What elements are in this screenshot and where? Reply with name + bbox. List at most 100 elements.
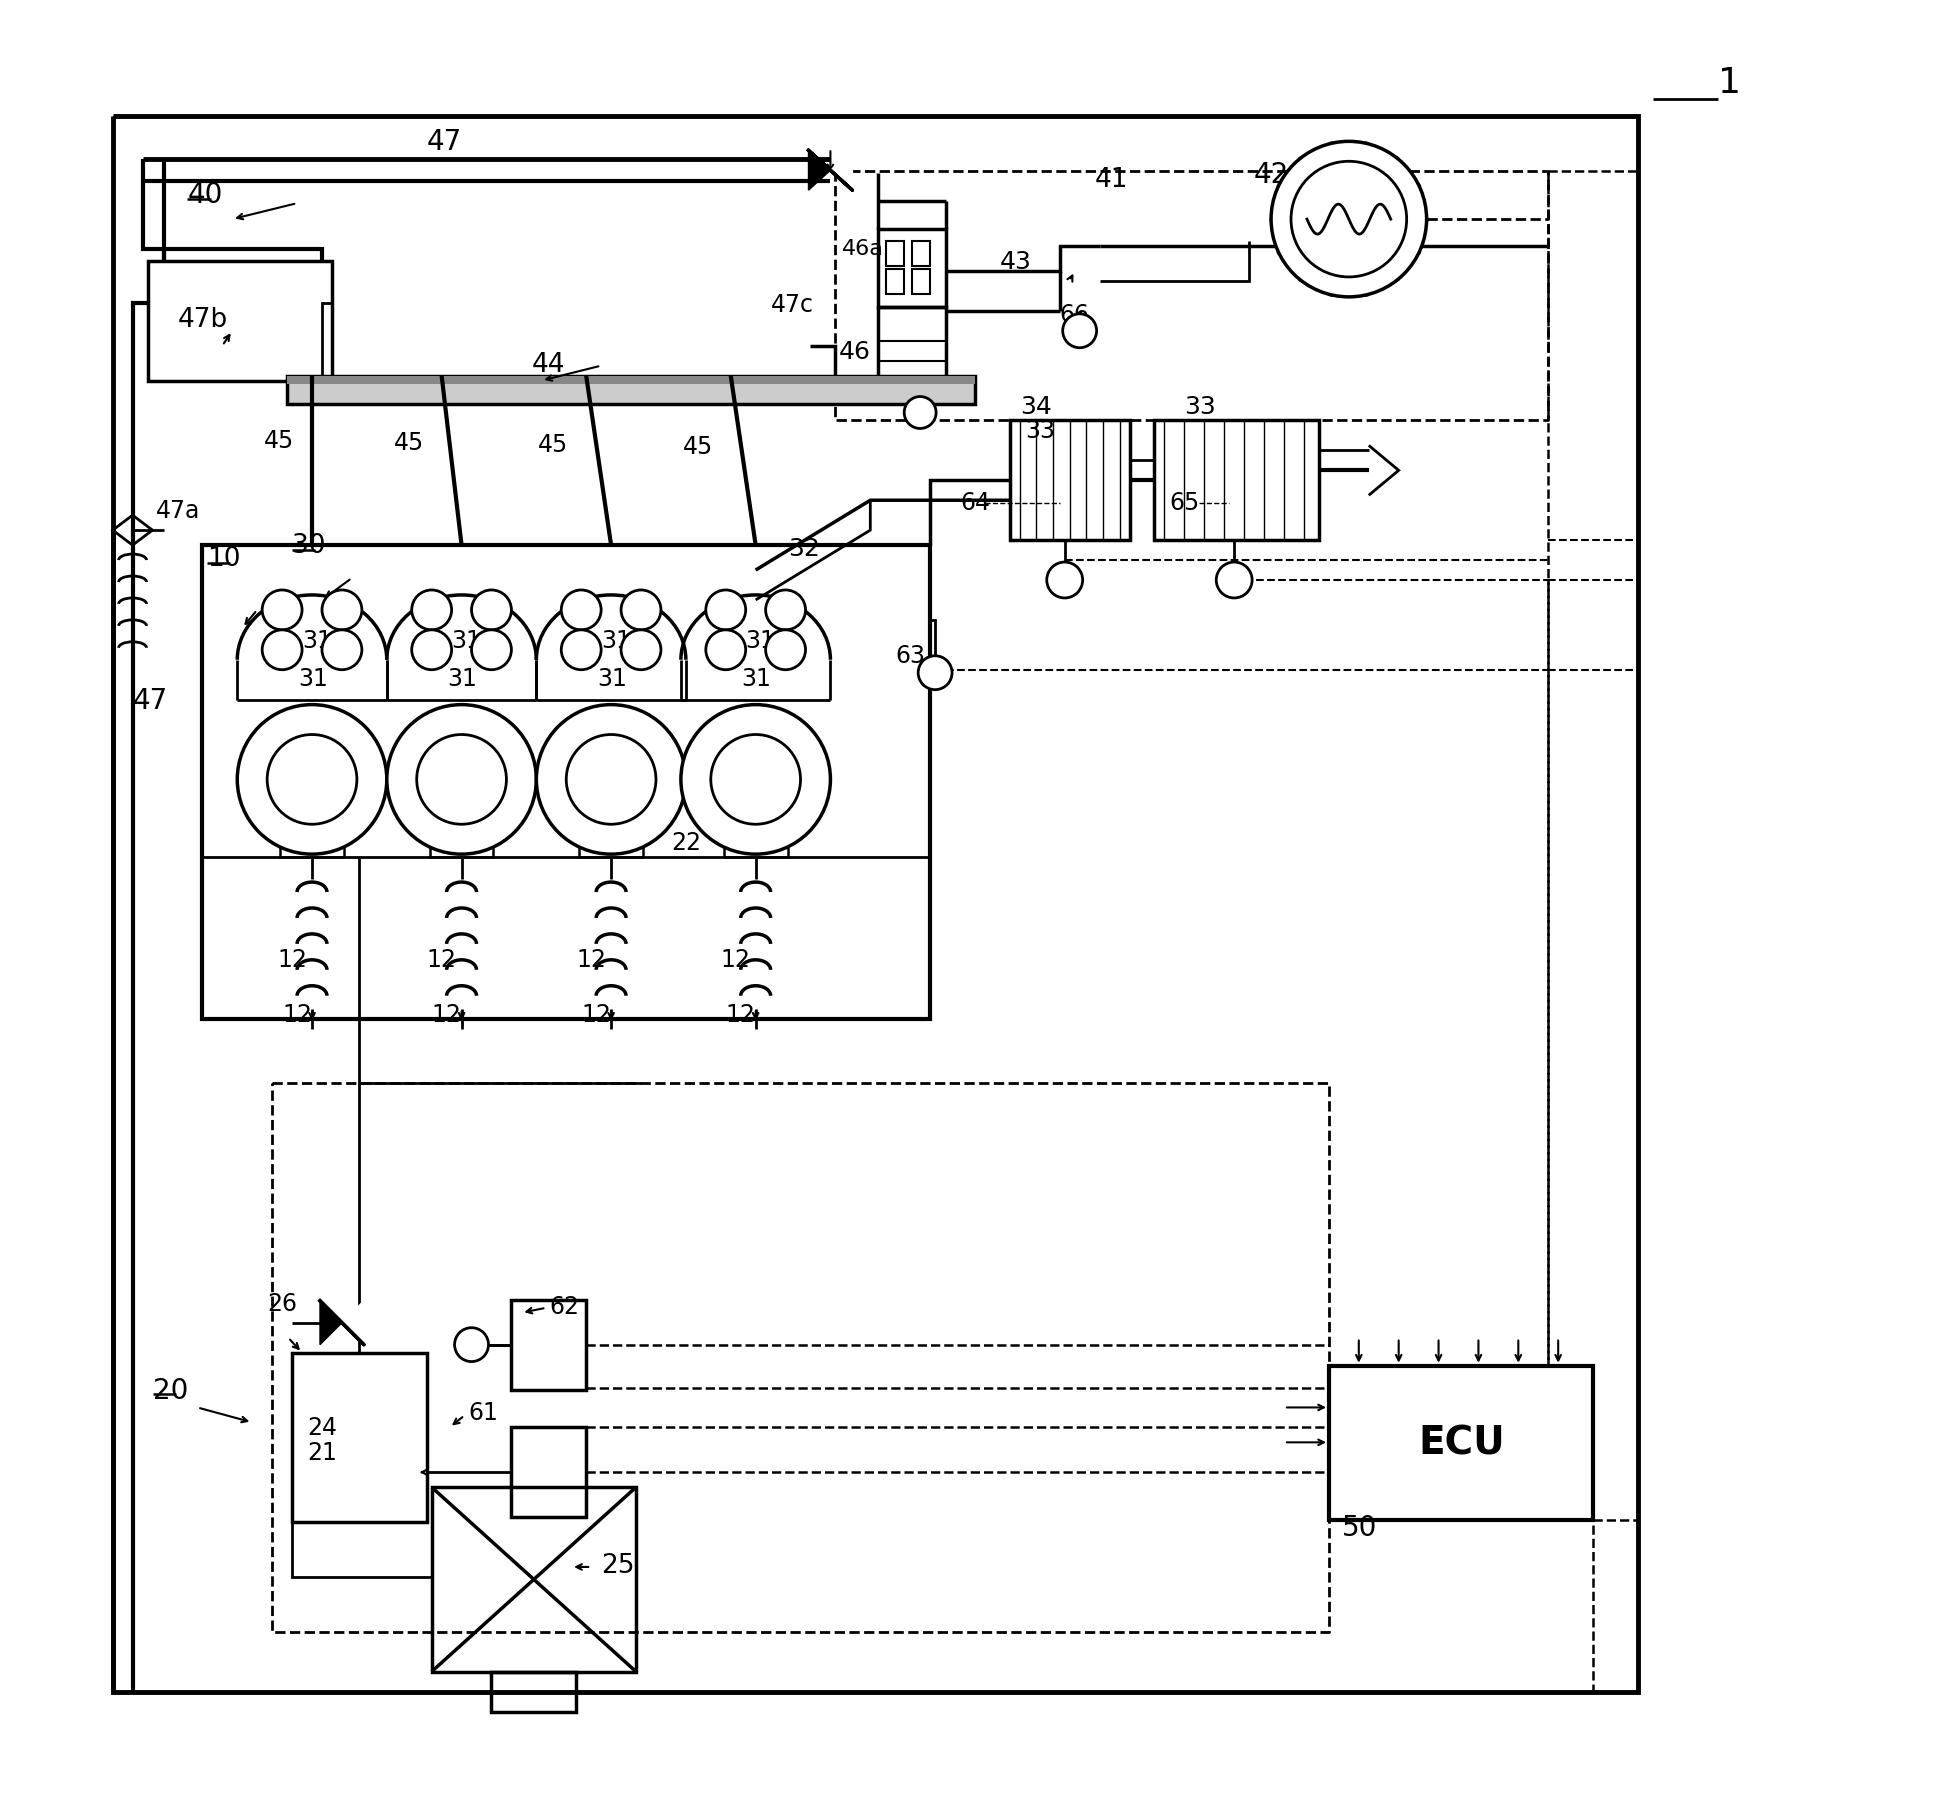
Text: 23: 23 — [599, 826, 630, 849]
Text: 11: 11 — [742, 750, 771, 773]
Text: 20: 20 — [153, 1375, 188, 1404]
Bar — [512, 1299, 585, 1390]
Text: 31: 31 — [452, 629, 481, 652]
Circle shape — [680, 705, 829, 855]
Text: 31: 31 — [597, 667, 628, 690]
Text: 45: 45 — [682, 435, 713, 459]
Bar — [723, 820, 787, 858]
Text: 11: 11 — [302, 748, 331, 772]
Text: 11: 11 — [601, 748, 632, 772]
Bar — [878, 307, 946, 403]
Bar — [287, 376, 975, 405]
Circle shape — [711, 735, 800, 824]
Circle shape — [1062, 314, 1097, 349]
Text: 1: 1 — [1717, 65, 1740, 99]
Text: 31: 31 — [302, 629, 331, 652]
Bar — [432, 1487, 636, 1671]
Text: 12: 12 — [725, 1003, 756, 1026]
Text: 11: 11 — [452, 748, 481, 772]
Bar — [878, 229, 946, 307]
Text: 12: 12 — [432, 1003, 461, 1026]
Text: 11: 11 — [448, 750, 477, 773]
Circle shape — [1047, 562, 1083, 598]
Text: 62: 62 — [548, 1294, 579, 1317]
Text: 24: 24 — [306, 1415, 337, 1440]
Bar — [202, 546, 930, 1019]
Bar — [886, 242, 905, 267]
Text: 34: 34 — [1019, 394, 1052, 417]
Circle shape — [417, 735, 506, 824]
Bar — [430, 820, 494, 858]
Circle shape — [562, 631, 601, 670]
Circle shape — [267, 735, 357, 824]
Circle shape — [705, 591, 746, 631]
Text: 11: 11 — [597, 750, 626, 773]
Text: 26: 26 — [267, 1290, 297, 1315]
Bar — [1329, 1366, 1593, 1520]
Text: 12: 12 — [576, 947, 607, 972]
Text: 31: 31 — [742, 667, 771, 690]
Bar — [913, 269, 930, 295]
Text: 11: 11 — [746, 748, 775, 772]
Text: 47b: 47b — [178, 307, 227, 332]
Circle shape — [1291, 163, 1407, 278]
Circle shape — [562, 591, 601, 631]
Text: 42: 42 — [1254, 161, 1289, 190]
Bar — [147, 262, 331, 381]
Text: 23: 23 — [744, 826, 773, 849]
Bar — [579, 820, 643, 858]
Text: 31: 31 — [298, 667, 328, 690]
Circle shape — [705, 631, 746, 670]
Text: 47: 47 — [132, 687, 169, 714]
Circle shape — [471, 631, 512, 670]
Text: 12: 12 — [581, 1003, 610, 1026]
Circle shape — [262, 631, 302, 670]
Text: 63: 63 — [895, 643, 924, 667]
Circle shape — [411, 631, 452, 670]
Text: 10: 10 — [207, 546, 240, 571]
Text: 47a: 47a — [155, 499, 200, 522]
Bar — [281, 820, 343, 858]
Text: 64: 64 — [959, 492, 990, 515]
Text: ECU: ECU — [1419, 1424, 1506, 1462]
Circle shape — [620, 591, 661, 631]
Bar — [1010, 421, 1130, 540]
Bar — [287, 376, 975, 385]
Text: 32: 32 — [789, 537, 820, 560]
Text: 21: 21 — [306, 1440, 337, 1464]
Circle shape — [537, 705, 686, 855]
Text: 47: 47 — [426, 128, 461, 155]
Text: 31: 31 — [448, 667, 477, 690]
Text: 46a: 46a — [843, 239, 884, 258]
Circle shape — [620, 631, 661, 670]
Text: 11: 11 — [298, 750, 328, 773]
Circle shape — [388, 705, 537, 855]
Text: 40: 40 — [188, 181, 223, 210]
Circle shape — [322, 631, 362, 670]
Bar — [492, 1671, 576, 1711]
Text: 47c: 47c — [771, 293, 814, 316]
Polygon shape — [320, 1301, 341, 1344]
Circle shape — [236, 705, 388, 855]
Bar — [886, 269, 905, 295]
Circle shape — [471, 591, 512, 631]
Circle shape — [905, 398, 936, 430]
Text: 44: 44 — [531, 352, 564, 378]
Text: 66: 66 — [1060, 302, 1089, 327]
Text: 46b: 46b — [880, 389, 921, 410]
Circle shape — [322, 591, 362, 631]
Polygon shape — [341, 1301, 364, 1344]
Text: 25: 25 — [601, 1552, 634, 1578]
Text: 41: 41 — [1095, 166, 1128, 193]
Circle shape — [455, 1328, 488, 1362]
Text: 33: 33 — [1184, 394, 1215, 417]
Bar — [913, 242, 930, 267]
Text: 33: 33 — [1025, 419, 1054, 443]
Text: 46: 46 — [839, 340, 870, 363]
Text: 45: 45 — [264, 430, 295, 454]
Circle shape — [766, 631, 806, 670]
Circle shape — [1271, 143, 1426, 298]
Bar — [1155, 421, 1320, 540]
Circle shape — [919, 656, 952, 690]
Circle shape — [566, 735, 655, 824]
